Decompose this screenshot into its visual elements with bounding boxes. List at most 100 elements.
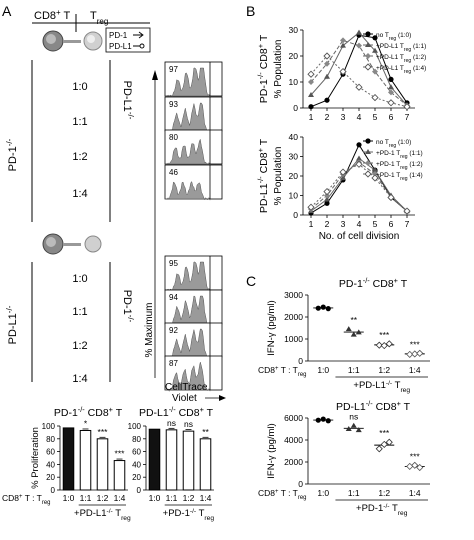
y-tick-label: 0 [51, 486, 56, 495]
data-point [380, 440, 388, 448]
x-tick-label: 6 [389, 112, 394, 122]
group-label: +PD-1-/- Treg [163, 508, 215, 522]
data-point [411, 461, 419, 469]
category-label: 1:0 [317, 365, 329, 375]
group-label: +PD-L1-/- Treg [74, 508, 131, 522]
data-point [371, 93, 379, 102]
data-point [308, 92, 314, 97]
category-label: 1:0 [149, 493, 161, 503]
x-axis-label: No. of cell division [319, 231, 400, 242]
y-tick-label: 10 [289, 77, 299, 87]
x-tick-label: 5 [373, 219, 378, 229]
data-point [372, 167, 378, 173]
hist-xlabel-2: Violet [172, 393, 197, 404]
data-point [355, 160, 363, 168]
data-point [365, 138, 371, 144]
bar [79, 429, 92, 491]
x-tick-label: 1 [309, 112, 314, 122]
y-tick-label: 80 [132, 435, 141, 444]
x-tick-label: 2 [325, 219, 330, 229]
data-point [340, 37, 346, 44]
bar [96, 438, 109, 491]
group-label: +PD-L1-/- Treg [353, 380, 410, 394]
y-axis-label: % Population [273, 147, 284, 206]
data-point [339, 67, 347, 76]
x-tick-label: 1 [309, 219, 314, 229]
x-tick-label: 4 [357, 219, 362, 229]
histogram-percent: 80 [169, 133, 178, 142]
category-label: 1:0 [317, 488, 329, 498]
ratio-label-top: 1:2 [72, 151, 87, 163]
panel-label-c: C [246, 273, 256, 289]
data-point [345, 426, 352, 431]
chart-title: PD-L1-/- CD8+ T [139, 405, 214, 420]
x-tick-label: 3 [341, 112, 346, 122]
bar-chart-pd1: PD-1-/- CD8+ T 0 20 40 60 80 100% Proliferatio… [2, 405, 131, 522]
y-tick-label: 100 [128, 422, 142, 431]
significance-label: *** [410, 451, 421, 461]
significance-label: ns [167, 418, 176, 428]
data-point [325, 306, 331, 312]
ratio-label-bottom: 1:1 [72, 306, 87, 318]
y-tick-label: 20 [289, 171, 299, 181]
significance-label: ** [350, 315, 357, 325]
data-point [372, 47, 378, 53]
legend-label: no Treg (1:0) [376, 139, 411, 149]
data-point [356, 29, 362, 35]
x-tick-label: 6 [389, 219, 394, 229]
data-point [416, 463, 424, 472]
side-label-top: PD-L1-/- [121, 81, 136, 120]
panel-label-b: B [246, 3, 255, 19]
chart-title: PD-L1-/- CD8+ T [336, 399, 411, 414]
histogram-percent: 87 [169, 359, 178, 368]
row-label: CD8+ T : Treg [258, 488, 306, 501]
data-point [380, 342, 388, 350]
bar [199, 438, 212, 491]
histogram-area [165, 295, 211, 327]
y-tick-label: 3000 [284, 290, 303, 300]
y-tick-label: 100 [42, 422, 56, 431]
significance-label: *** [115, 449, 126, 459]
data-point [403, 103, 411, 111]
y-tick-label: 20 [46, 473, 55, 482]
ratio-labels: 1:0 1:1 1:2 1:4 1:0 1:1 1:2 1:4 [72, 81, 87, 385]
ratio-label-bottom: 1:2 [72, 340, 87, 352]
data-point [355, 427, 362, 433]
bar [148, 428, 161, 491]
data-point [372, 35, 378, 41]
ratio-label-bottom: 1:4 [72, 373, 87, 385]
hist-ylabel: % Maximum [144, 302, 155, 357]
legend-label: +PD-1 Treg (1:2) [376, 161, 423, 171]
row-label-pd1: PD-1-/- [5, 138, 20, 171]
x-tick-label: 7 [405, 112, 410, 122]
histogram-percent: 93 [169, 100, 178, 109]
category-label: 1:1 [166, 493, 178, 503]
data-point [315, 305, 321, 311]
category-label: 1:2 [378, 488, 390, 498]
data-point [307, 203, 315, 211]
significance-label: *** [379, 330, 390, 340]
data-point [340, 42, 346, 48]
legend-label: +PD-1 Treg (1:1) [376, 150, 423, 160]
cell-pair-top [42, 30, 103, 52]
x-tick-label: 4 [357, 112, 362, 122]
data-point [323, 187, 331, 196]
series-line [310, 39, 408, 106]
x-tick-label: 5 [373, 112, 378, 122]
side-label-bottom: PD-1-/- [121, 290, 136, 323]
data-point [345, 326, 352, 332]
data-point [315, 417, 321, 423]
data-point [387, 99, 395, 107]
data-point [365, 160, 371, 166]
data-point [406, 462, 414, 470]
receptor-legend: PD-1 PD-L1 [105, 27, 151, 53]
bar-chart-pdl1: PD-L1-/- CD8+ T 0 20 40 60 80 100 1:0 ns 1:1 ns 1:2… [128, 405, 215, 522]
category-label: 1:0 [63, 493, 75, 503]
data-point [365, 149, 371, 154]
y-axis-label: % Population [273, 40, 284, 99]
data-point [416, 349, 424, 357]
ratio-label-top: 1:0 [72, 81, 87, 93]
y-tick-label: 40 [46, 460, 55, 469]
ratio-label-bottom: 1:0 [72, 273, 87, 285]
chart-title: PD-1-/- CD8+ T [256, 34, 271, 103]
